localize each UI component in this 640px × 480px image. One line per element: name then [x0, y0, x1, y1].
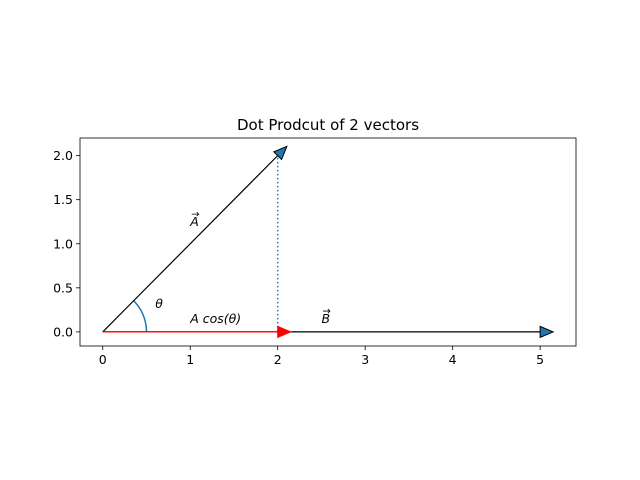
- axes-frame: [79, 137, 577, 347]
- plot-area: 0 1 2 3 4 5 0.0 0.5 1.0 1.5 2.0 Aθ A cos(θ) B: [53, 137, 577, 367]
- projection-vector-head: [277, 325, 292, 339]
- annotation-label: B: [321, 311, 330, 326]
- y-tick-label: 0.5: [53, 280, 73, 295]
- angle-arc: [133, 300, 148, 332]
- y-tick-label: 0.0: [53, 324, 73, 339]
- x-tick-label: 5: [536, 352, 544, 367]
- vector-a-head: [272, 145, 288, 161]
- vector-arrow-accent: [191, 211, 200, 217]
- chart-title: Dot Prodcut of 2 vectors: [237, 116, 419, 134]
- annotation-label: A: [189, 214, 199, 229]
- annotation-label: θ: [155, 296, 163, 311]
- x-tick-label: 2: [274, 352, 282, 367]
- x-tick-label: 0: [99, 352, 107, 367]
- vector-b-head: [539, 325, 555, 339]
- x-tick-label: 3: [361, 352, 369, 367]
- y-tick-label: 2.0: [53, 148, 73, 163]
- x-tick-label: 1: [186, 352, 194, 367]
- y-tick-label: 1.0: [53, 236, 73, 251]
- annotation-label: A cos(θ): [189, 311, 241, 326]
- y-tick-label: 1.5: [53, 192, 73, 207]
- vector-arrow-accent: [322, 308, 331, 314]
- x-tick-label: 4: [449, 352, 457, 367]
- vector-a-shaft: [102, 155, 279, 333]
